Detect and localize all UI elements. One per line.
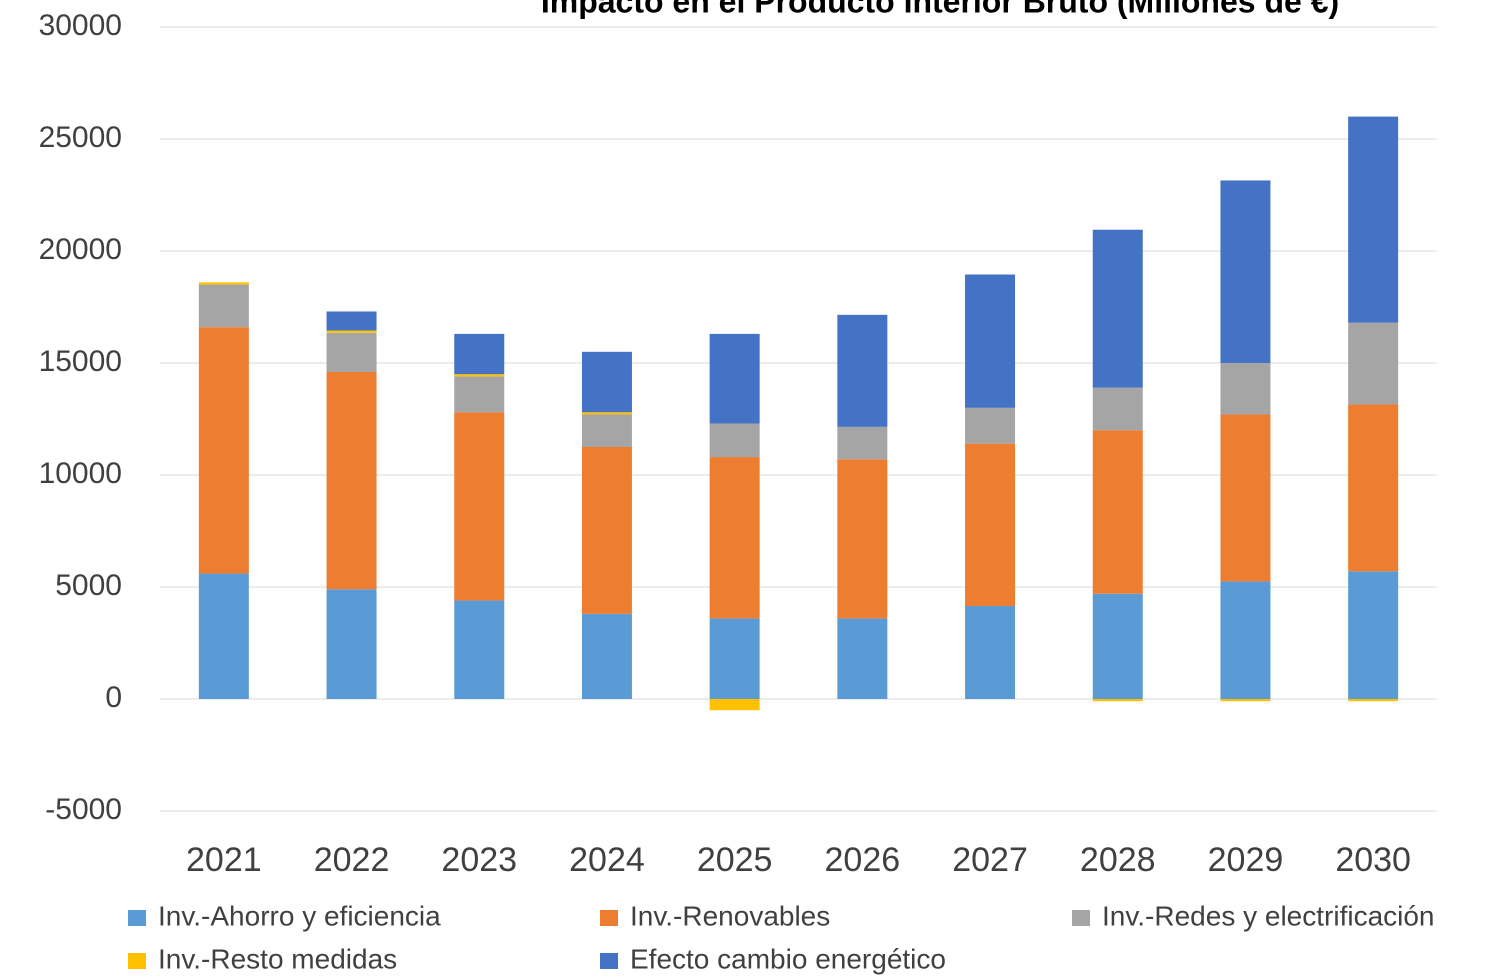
bar-segment [454,374,505,377]
y-tick-label: 0 [105,681,122,714]
bar-segment [837,618,888,699]
bar-segment [581,412,632,415]
bar-segment [326,330,377,333]
bar-segment [326,332,377,372]
y-tick-label: 10000 [39,457,122,490]
y-tick-label: 30000 [39,9,122,42]
bar-segment [709,618,760,699]
bar-segment [198,282,249,285]
bar-segment [454,412,505,601]
bar-segment [709,457,760,619]
bar-segment [1220,414,1271,582]
bar-segment [837,314,888,427]
x-tick-label: 2026 [825,841,901,879]
bar-segment [198,327,249,574]
y-tick-label: 25000 [39,121,122,154]
y-tick-label: 15000 [39,345,122,378]
bar-segment [1348,404,1399,572]
bar-segment [1092,387,1143,431]
bar-segment [581,613,632,699]
bar-segment [326,589,377,699]
x-tick-label: 2027 [952,841,1028,879]
x-tick-label: 2023 [441,841,517,879]
bar-segment [709,423,760,458]
bar-segment [1348,116,1399,323]
bar-segment [1220,180,1271,363]
bar-segment [1348,322,1399,405]
x-tick-label: 2024 [569,841,645,879]
bar-segment [1220,699,1271,702]
chart-title: Impacto en el Producto Interior Bruto (M… [541,0,1339,19]
bar-segment [1092,593,1143,699]
legend-label: Inv.-Resto medidas [158,943,397,974]
legend-label: Efecto cambio energético [630,943,946,974]
bar-segment [1220,363,1271,415]
bar-segment [198,284,249,328]
y-tick-label: -5000 [45,793,122,826]
legend-swatch [600,953,618,969]
bar-segment [965,274,1016,408]
bar-segment [198,573,249,699]
bar-segment [454,376,505,413]
bar-segment [454,333,505,375]
x-tick-label: 2022 [314,841,390,879]
bar-segment [326,311,377,331]
x-tick-label: 2025 [697,841,773,879]
x-tick-label: 2028 [1080,841,1156,879]
bar-segment [965,443,1016,607]
legend-swatch [128,910,146,926]
bar-segment [1092,430,1143,594]
bar-segment [965,606,1016,699]
bar-segment [1220,581,1271,699]
bar-segment [1348,571,1399,699]
bar-segment [581,447,632,614]
x-tick-label: 2030 [1335,841,1411,879]
legend-label: Inv.-Renovables [630,900,830,931]
bar-segment [581,414,632,447]
bar-segment [454,600,505,699]
bar-segment [709,699,760,711]
y-tick-label: 5000 [55,569,122,602]
bar-segment [1092,229,1143,388]
legend-swatch [1072,910,1090,926]
legend-label: Inv.-Ahorro y eficiencia [158,900,441,931]
bar-segment [1348,699,1399,702]
bar-segment [1092,699,1143,702]
legend-swatch [600,910,618,926]
legend-swatch [128,953,146,969]
bar-segment [326,371,377,590]
bar-segment [837,426,888,460]
bar-segment [965,407,1016,444]
x-tick-label: 2029 [1208,841,1284,879]
legend-label: Inv.-Redes y electrificación [1102,900,1435,931]
x-tick-label: 2021 [186,841,262,879]
y-tick-label: 20000 [39,233,122,266]
bar-segment [581,351,632,413]
bar-segment [837,459,888,619]
bar-segment [709,333,760,424]
